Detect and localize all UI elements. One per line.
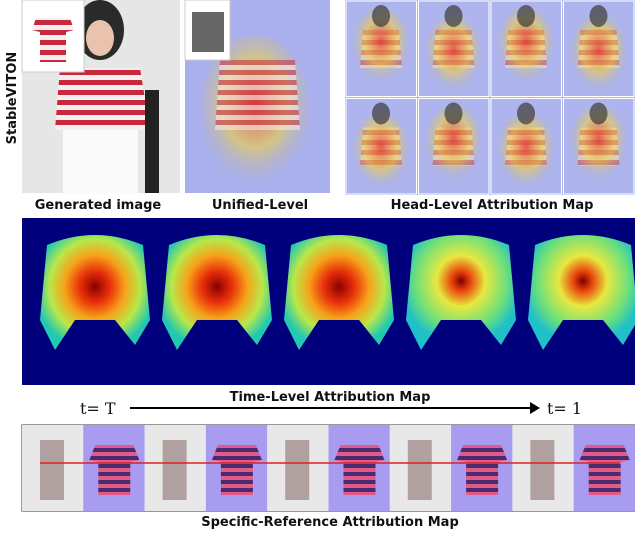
caption: Specific-Reference Attribution Map bbox=[201, 515, 459, 530]
person-shape bbox=[162, 440, 187, 500]
heatmap bbox=[406, 235, 516, 350]
head-attention bbox=[570, 15, 627, 91]
head-level-grid bbox=[345, 0, 635, 195]
head-face bbox=[372, 5, 390, 27]
garment-shape bbox=[211, 445, 262, 495]
head-face bbox=[517, 5, 535, 27]
arrow-head bbox=[530, 402, 540, 414]
person-shape bbox=[285, 440, 310, 500]
head-attention bbox=[425, 104, 482, 181]
heatmap bbox=[284, 235, 394, 350]
garment-shape bbox=[334, 445, 385, 495]
head-face bbox=[372, 102, 390, 125]
head-face bbox=[589, 5, 608, 27]
caption: Unified-Level bbox=[212, 198, 308, 213]
row-label: StableVITON bbox=[5, 52, 20, 145]
head-face bbox=[517, 102, 535, 125]
garment-shape bbox=[579, 445, 630, 495]
head-attention bbox=[353, 7, 409, 83]
garment-shape bbox=[89, 445, 140, 495]
head-attention bbox=[498, 7, 554, 83]
person-shape bbox=[530, 440, 555, 500]
specific-reference-strip bbox=[21, 424, 635, 512]
generated-image bbox=[21, 0, 180, 193]
garment-shape bbox=[457, 445, 508, 495]
caption: Head-Level Attribution Map bbox=[391, 198, 594, 213]
head-face bbox=[444, 102, 463, 125]
head-attention bbox=[498, 112, 554, 189]
time-level-map bbox=[22, 218, 635, 385]
head-face bbox=[589, 102, 608, 125]
heatmap bbox=[162, 235, 272, 350]
person-shape bbox=[407, 440, 432, 500]
head-attention bbox=[570, 104, 627, 181]
heatmap bbox=[40, 235, 150, 350]
heatmap bbox=[528, 235, 635, 350]
head-face bbox=[444, 5, 463, 27]
unified-level-map bbox=[184, 0, 330, 193]
caption: Time-Level Attribution Map bbox=[230, 390, 431, 405]
caption: Generated image bbox=[35, 198, 162, 213]
person-shape bbox=[40, 440, 64, 500]
head-attention bbox=[353, 112, 409, 189]
time-end: t= 1 bbox=[547, 399, 582, 418]
time-start: t= T bbox=[80, 399, 116, 418]
head-attention bbox=[425, 15, 482, 91]
